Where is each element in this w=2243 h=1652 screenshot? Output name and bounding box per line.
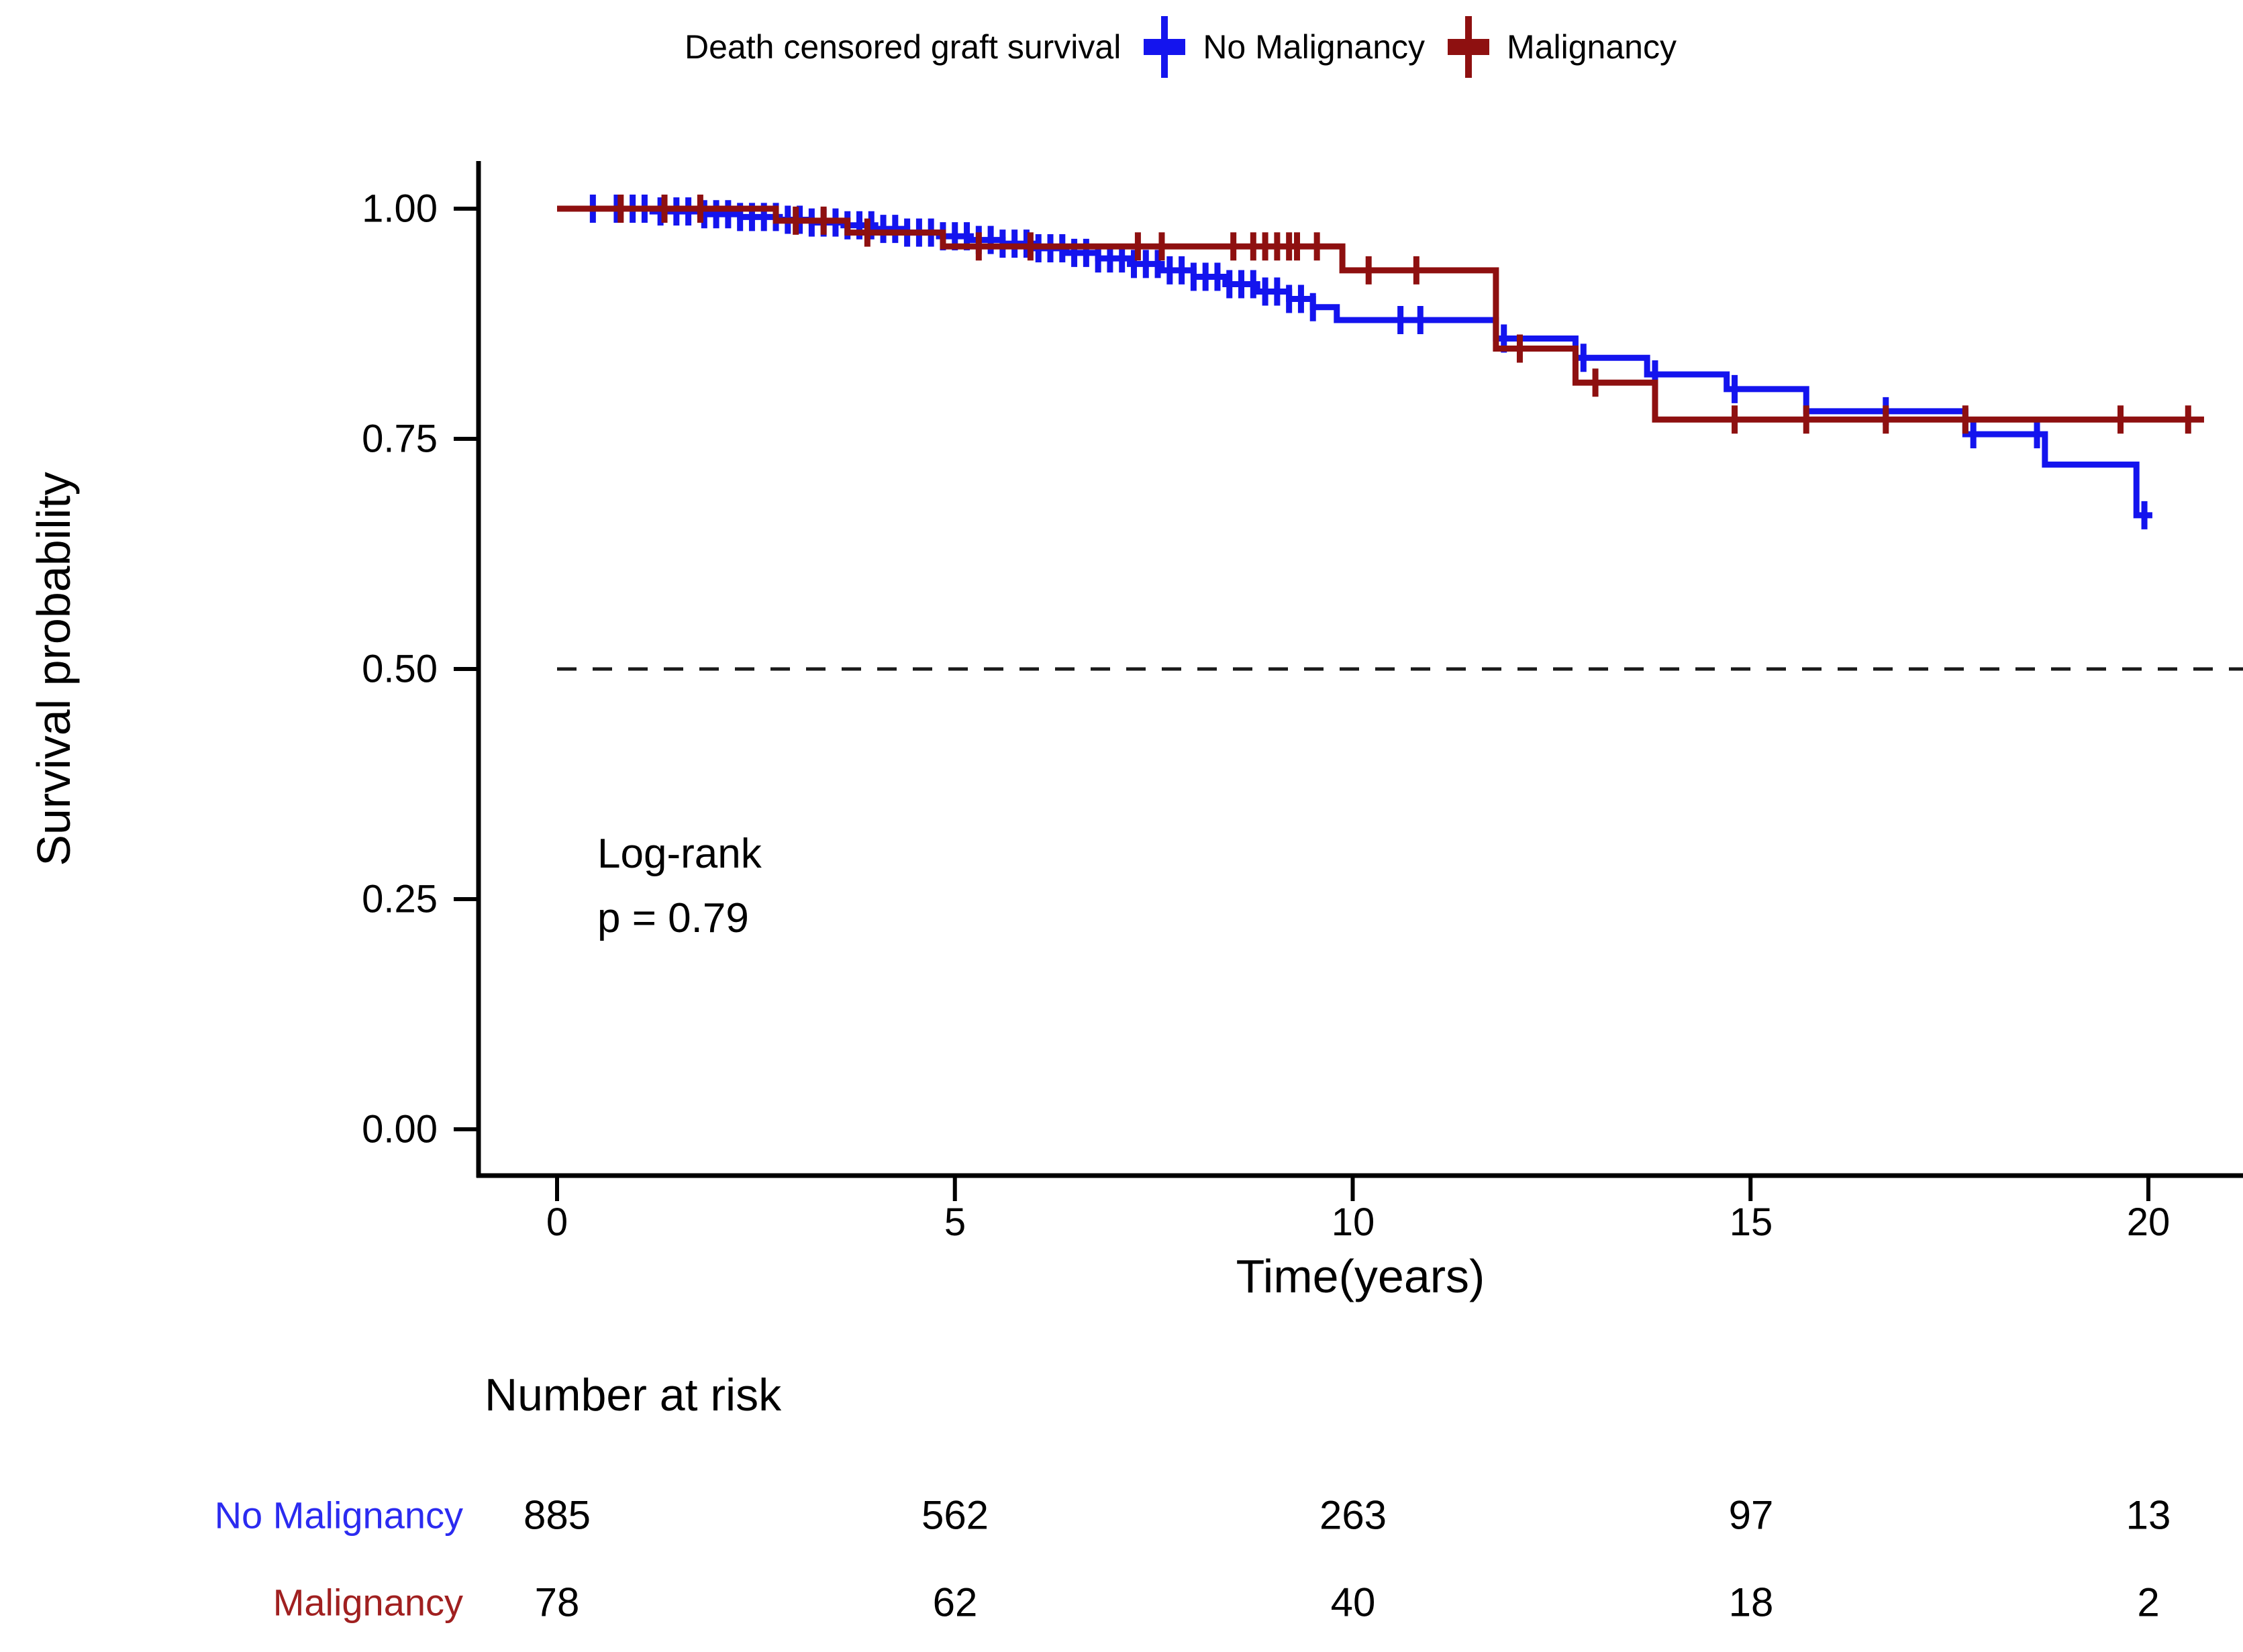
y-tick-0.75: 0.75 [362,417,438,461]
x-axis-title: Time(years) [1236,1250,1485,1302]
y-tick-0.00: 0.00 [362,1107,438,1151]
legend-label-no-malignancy: No Malignancy [1203,28,1426,66]
risk-row-label-malignancy: Malignancy [272,1581,463,1624]
legend-label-malignancy: Malignancy [1507,28,1677,66]
risk-value: 562 [921,1492,989,1538]
legend-title: Death censored graft survival [685,28,1122,66]
risk-value: 62 [932,1580,978,1625]
y-tick-0.25: 0.25 [362,877,438,921]
logrank-label: Log-rank [597,831,762,877]
x-tick-15: 15 [1729,1200,1773,1244]
censor-plus-icon [1448,16,1490,78]
x-tick-0: 0 [546,1200,568,1244]
legend-item-no-malignancy: No Malignancy [1141,12,1425,82]
y-axis-title: Survival probability [28,472,80,866]
x-tick-10: 10 [1331,1200,1375,1244]
x-axis-tick-marks [555,1176,2150,1201]
risk-value: 13 [2126,1492,2171,1538]
risk-value: 18 [1728,1580,1774,1625]
legend: Death censored graft survival No Maligna… [685,12,1677,82]
y-tick-0.50: 0.50 [362,647,438,691]
censor-plus-icon [1144,16,1186,78]
km-curve-no-malignancy [557,205,2152,519]
km-curve-malignancy [557,205,2204,423]
legend-item-malignancy: Malignancy [1445,12,1677,82]
logrank-annotation: Log-rank p = 0.79 [597,822,762,951]
y-tick-1.00: 1.00 [362,187,438,231]
x-tick-5: 5 [944,1200,966,1244]
logrank-p-value: p = 0.79 [597,895,749,942]
y-axis-tick-marks [454,207,479,1131]
risk-value: 885 [523,1492,591,1538]
risk-table-title: Number at risk [485,1370,782,1421]
risk-value: 263 [1319,1492,1387,1538]
x-tick-20: 20 [2126,1200,2171,1244]
risk-value: 78 [534,1580,580,1625]
km-curves [557,195,2204,529]
risk-value: 40 [1330,1580,1376,1625]
risk-value: 2 [2137,1580,2160,1625]
risk-row-label-no-malignancy: No Malignancy [214,1494,463,1537]
risk-value: 97 [1728,1492,1774,1538]
